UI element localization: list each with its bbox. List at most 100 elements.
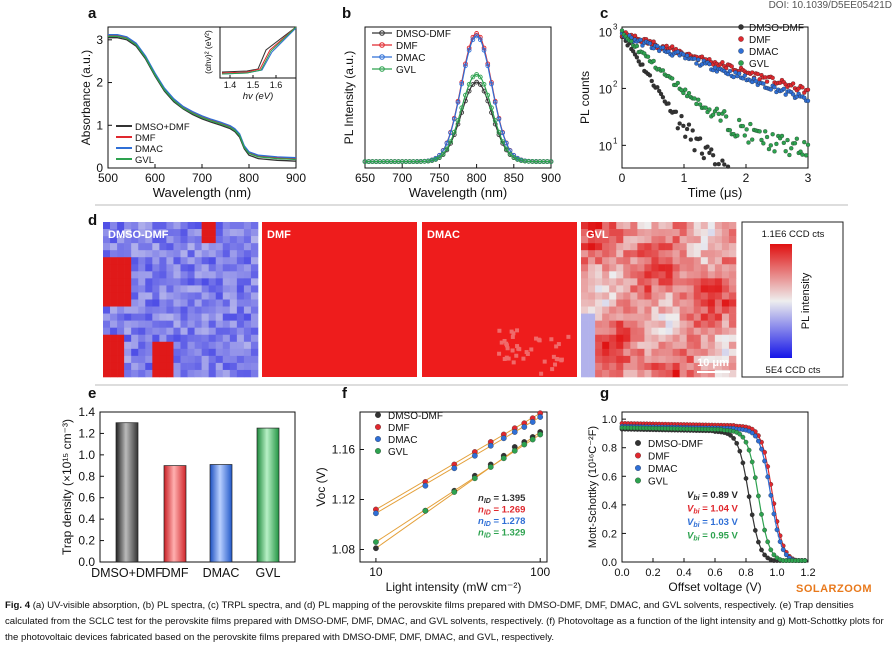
panel-f-xtick-label: 10 xyxy=(369,565,383,579)
pl-map-cell xyxy=(180,355,188,364)
pl-map-cell xyxy=(138,334,146,343)
pl-map-cell xyxy=(131,278,139,286)
pl-map-cell xyxy=(707,264,716,272)
panel-g-data-point xyxy=(740,460,746,466)
pl-map-speckle xyxy=(517,347,522,352)
pl-map-cell xyxy=(159,306,167,314)
pl-map-cell xyxy=(693,334,702,343)
panel-b-data-point xyxy=(474,33,479,39)
pl-map-cell xyxy=(721,250,730,258)
pl-map-cell xyxy=(229,222,238,230)
panel-c-data-point xyxy=(694,101,699,107)
panel-a-inset-line xyxy=(221,26,297,74)
panel-g-xtick-label: 1.2 xyxy=(800,567,815,579)
pl-map-cell xyxy=(686,229,695,237)
panel-g-data-point xyxy=(774,527,780,533)
pl-map-cell xyxy=(117,229,125,237)
pl-map-speckle xyxy=(536,337,541,342)
pl-map-cell xyxy=(159,292,167,300)
pl-map-cell xyxy=(588,264,596,272)
pl-map-cell xyxy=(588,250,596,258)
pl-map-cell xyxy=(173,257,181,265)
pl-map-cell xyxy=(187,299,195,307)
pl-map-cell xyxy=(159,264,167,272)
panel-c-data-point xyxy=(692,56,697,61)
pl-map-cell xyxy=(131,369,139,378)
pl-map-cell xyxy=(595,341,603,350)
pl-map-cell xyxy=(201,292,209,300)
panel-a-series-line xyxy=(108,37,297,162)
pl-map-cell xyxy=(679,250,687,258)
panel-c-data-point xyxy=(710,112,716,117)
pl-map-cell xyxy=(658,306,666,314)
pl-map-cell xyxy=(637,278,645,286)
pl-map-cell xyxy=(665,348,673,357)
pl-map-cell xyxy=(138,369,146,378)
pl-map-cell xyxy=(658,327,666,336)
pl-map-cell xyxy=(110,334,118,343)
pl-map-cell xyxy=(728,257,737,265)
pl-map-cell xyxy=(110,257,118,265)
panel-c-data-point xyxy=(720,158,725,163)
pl-map-cell xyxy=(201,320,209,328)
pl-map-cell xyxy=(194,243,202,251)
pl-map-cell xyxy=(644,341,652,350)
panel-c-data-point xyxy=(714,106,720,111)
figure-canvas: a b c d e f g 500 600 700 800 900 0 1 2 3 Wavelength (nm… xyxy=(60,5,848,594)
panel-c-data-point xyxy=(686,122,692,127)
pl-map-cell xyxy=(103,292,111,300)
panel-f-xtick-label: 100 xyxy=(530,565,550,579)
pl-map-cell xyxy=(637,236,645,244)
pl-map-cell xyxy=(110,348,118,357)
pl-map-cell xyxy=(581,306,589,314)
pl-map-cell xyxy=(180,285,188,293)
pl-map-cell xyxy=(588,243,596,251)
figure-caption: Fig. 4 (a) UV-visible absorption, (b) PL… xyxy=(5,598,893,646)
panel-c-legend-marker xyxy=(738,36,744,42)
pl-map-cell xyxy=(110,229,118,237)
pl-map-cell xyxy=(721,285,730,293)
pl-map-cell xyxy=(166,327,174,336)
pl-map-cell xyxy=(686,327,695,336)
panel-e-category-label: GVL xyxy=(255,566,280,580)
panel-c-data-point xyxy=(803,153,809,158)
pl-map-cell xyxy=(194,264,202,272)
panel-c-data-point xyxy=(770,132,775,137)
pl-map-cell xyxy=(138,264,146,272)
pl-map-cell xyxy=(602,243,610,251)
pl-map-cell xyxy=(686,313,695,321)
pl-map-cell xyxy=(145,306,153,314)
pl-map-cell xyxy=(679,257,687,265)
pl-map-cell xyxy=(616,320,624,328)
pl-map-cell xyxy=(243,355,252,364)
pl-map-cell xyxy=(138,355,146,364)
panel-c-data-point xyxy=(660,68,666,73)
pl-map-cell xyxy=(124,250,132,258)
pl-map-cell xyxy=(215,250,224,258)
pl-map-cell xyxy=(595,320,603,328)
pl-map-cell xyxy=(222,236,231,244)
panel-c-data-point xyxy=(764,134,770,140)
pl-map-cell xyxy=(187,243,195,251)
pl-map-cell xyxy=(138,229,146,237)
panel-c-xtick-label: 0 xyxy=(619,171,626,185)
panel-b-data-point xyxy=(455,100,461,105)
pl-map-cell xyxy=(616,369,624,378)
pl-map-cell xyxy=(595,362,603,371)
panel-b-xtick-label: 700 xyxy=(392,171,412,185)
panel-b-data-point xyxy=(481,47,487,53)
panel-c-data-point xyxy=(718,118,723,123)
panel-c-data-point xyxy=(800,85,805,90)
pl-map-cell xyxy=(714,222,723,230)
pl-map-cell xyxy=(103,243,111,251)
panel-b-data-point xyxy=(444,140,450,146)
panel-g-data-point xyxy=(752,475,758,480)
pl-map-cell xyxy=(595,222,603,230)
pl-map-cell xyxy=(103,348,111,357)
pl-map-cell xyxy=(581,264,589,272)
panel-b-data-point xyxy=(463,92,468,98)
pl-map-cell xyxy=(588,313,596,321)
pl-map-cell xyxy=(714,369,723,378)
panel-c-data-point xyxy=(694,61,699,66)
pl-map-cell xyxy=(700,243,709,251)
